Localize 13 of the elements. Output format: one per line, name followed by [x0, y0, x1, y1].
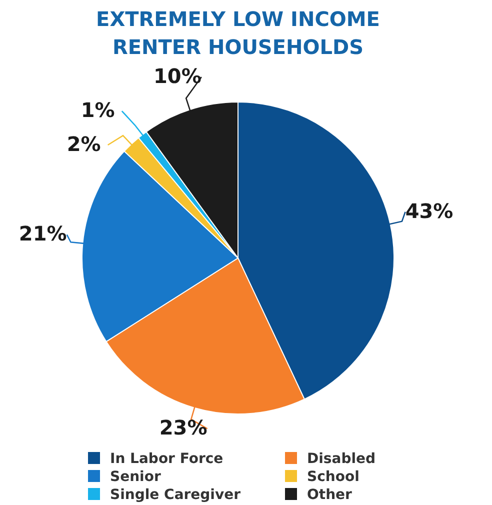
data-label: 2%: [66, 132, 101, 156]
legend-label: Senior: [110, 469, 161, 485]
legend-label: Other: [307, 487, 352, 503]
legend-label: In Labor Force: [110, 451, 224, 467]
data-label: 10%: [153, 64, 202, 88]
legend-label: Disabled: [307, 451, 376, 467]
legend-label: Single Caregiver: [110, 487, 241, 503]
data-label: 23%: [159, 416, 208, 440]
data-label: 21%: [18, 222, 67, 246]
chart-title: EXTREMELY LOW INCOME RENTER HOUSEHOLDS: [96, 7, 380, 59]
data-label: 43%: [405, 198, 454, 223]
data-label: 1%: [80, 98, 115, 122]
legend-label: School: [307, 469, 360, 485]
